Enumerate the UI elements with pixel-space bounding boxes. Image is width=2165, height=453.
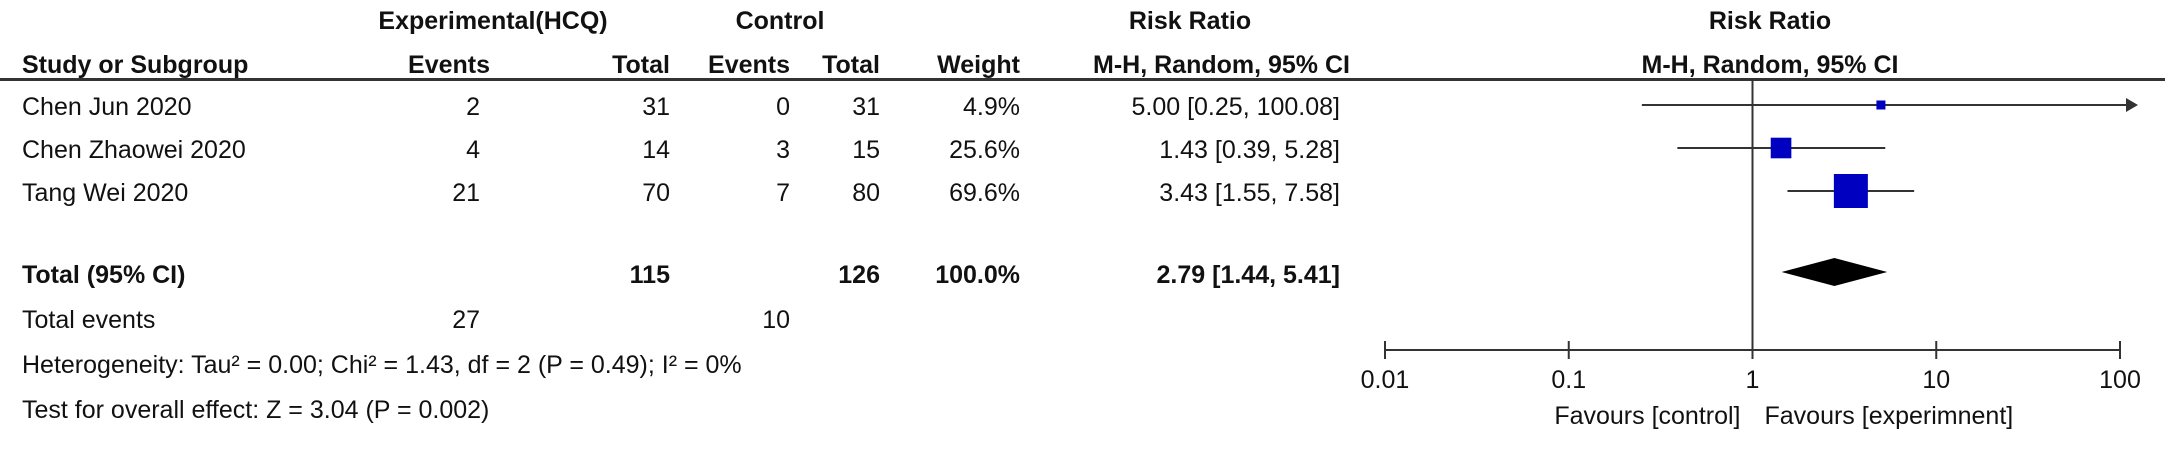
study-name: Chen Jun 2020 — [22, 93, 192, 121]
experimental-events-header: Events — [408, 51, 490, 79]
study-weight: 69.6% — [949, 179, 1020, 207]
experimental-events: 2 — [466, 93, 480, 121]
total-events-label: Total events — [22, 306, 156, 334]
experimental-total: 31 — [642, 93, 670, 121]
study-ci: 1.43 [0.39, 5.28] — [1159, 136, 1340, 164]
control-group-header: Control — [735, 7, 825, 35]
study-name: Tang Wei 2020 — [22, 179, 189, 207]
control-events: 3 — [776, 136, 790, 164]
control-total: 31 — [852, 93, 880, 121]
pooled-ci: 2.79 [1.44, 5.41] — [1156, 261, 1340, 289]
favours-experiment-label: Favours [experimnent] — [1765, 402, 2014, 430]
method-header: M-H, Random, 95% CI — [1093, 51, 1350, 79]
experimental-total-header: Total — [612, 51, 670, 79]
plot-method-header: M-H, Random, 95% CI — [1641, 51, 1899, 79]
control-events: 0 — [776, 93, 790, 121]
study-ci: 5.00 [0.25, 100.08] — [1131, 93, 1340, 121]
experimental-total: 14 — [642, 136, 670, 164]
pooled-diamond — [1781, 258, 1888, 286]
x-axis-tick-label: 100 — [2099, 366, 2141, 394]
control-events-header: Events — [708, 51, 790, 79]
control-events: 7 — [776, 179, 790, 207]
total-weight: 100.0% — [935, 261, 1020, 289]
study-column-header: Study or Subgroup — [22, 51, 249, 79]
x-axis-tick-label: 1 — [1746, 366, 1760, 394]
control-total-events: 10 — [762, 306, 790, 334]
control-total: 15 — [852, 136, 880, 164]
experimental-total-events: 27 — [452, 306, 480, 334]
x-axis-tick-label: 0.01 — [1361, 366, 1410, 394]
study-ci: 3.43 [1.55, 7.58] — [1159, 179, 1340, 207]
plot-title: Risk Ratio — [1708, 7, 1832, 35]
study-name: Chen Zhaowei 2020 — [22, 136, 246, 164]
experimental-events: 4 — [466, 136, 480, 164]
experimental-total: 70 — [642, 179, 670, 207]
risk-ratio-header: Risk Ratio — [1128, 7, 1252, 35]
heterogeneity-text: Heterogeneity: Tau² = 0.00; Chi² = 1.43,… — [22, 351, 742, 379]
study-weight: 25.6% — [949, 136, 1020, 164]
total-label: Total (95% CI) — [22, 261, 186, 289]
experimental-total-sum: 115 — [629, 261, 670, 289]
header-divider — [0, 78, 2165, 81]
study-marker — [1833, 174, 1868, 208]
study-weight: 4.9% — [963, 93, 1020, 121]
experimental-group-header: Experimental(HCQ) — [378, 7, 608, 35]
x-axis-tick-label: 10 — [1922, 366, 1950, 394]
favours-control-label: Favours [control] — [1554, 402, 1740, 430]
experimental-events: 21 — [452, 179, 480, 207]
overall-effect-text: Test for overall effect: Z = 3.04 (P = 0… — [22, 396, 490, 424]
control-total: 80 — [852, 179, 880, 207]
control-total-header: Total — [822, 51, 880, 79]
weight-header: Weight — [937, 51, 1020, 79]
study-marker — [1876, 100, 1886, 110]
x-axis-tick-label: 0.1 — [1551, 366, 1586, 394]
ci-arrow — [2126, 98, 2138, 112]
study-marker — [1770, 137, 1792, 159]
control-total-sum: 126 — [838, 261, 880, 289]
